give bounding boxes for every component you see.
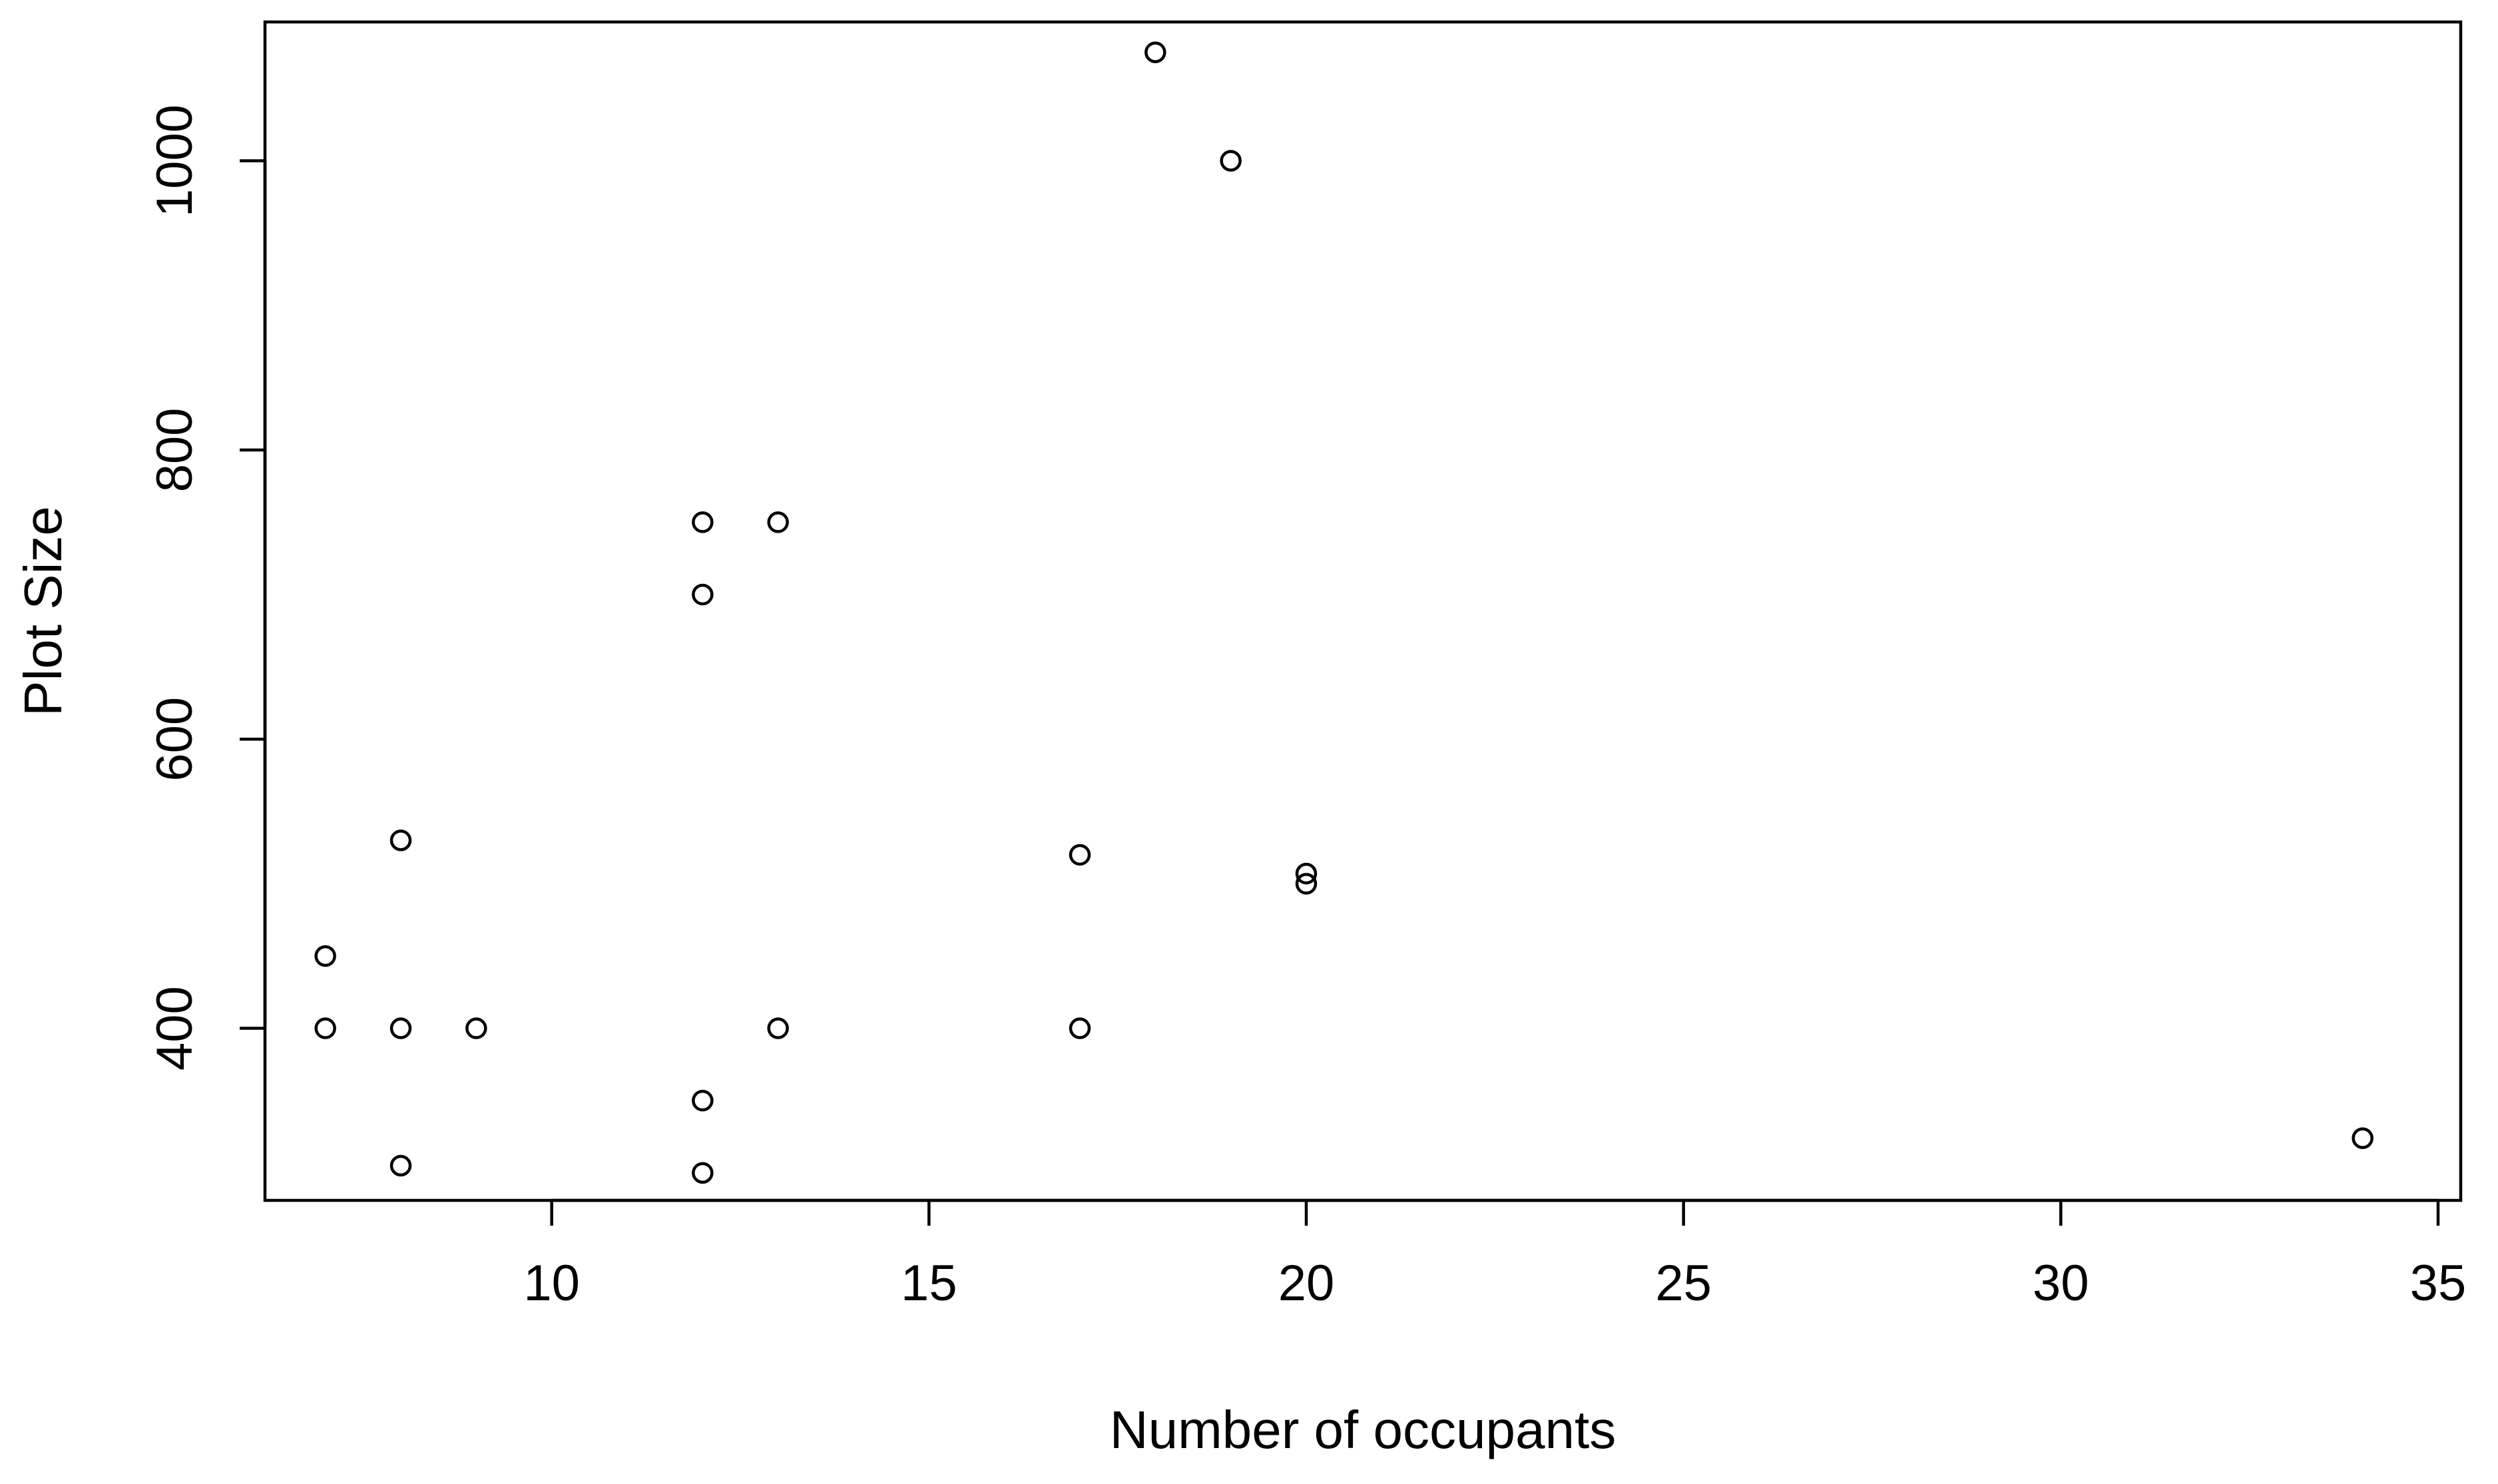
x-axis-title: Number of occupants [1110, 1400, 1616, 1459]
data-point [389, 1017, 412, 1039]
data-point [692, 1162, 714, 1184]
data-point [2352, 1127, 2373, 1149]
data-point [314, 945, 336, 967]
data-point [465, 1017, 487, 1039]
y-tick-label: 400 [146, 986, 203, 1071]
y-axis-title: Plot Size [13, 506, 73, 716]
data-point [767, 511, 789, 533]
x-axis: 10 15 20 25 30 35 [523, 1198, 2467, 1312]
data-point [389, 829, 412, 852]
data-point [692, 1089, 714, 1112]
y-tick-label: 800 [146, 407, 203, 492]
x-tick-label: 35 [2410, 1255, 2467, 1312]
y-axis: 400 600 800 1000 [146, 105, 267, 1071]
data-point [389, 1154, 412, 1177]
data-point [1295, 873, 1318, 895]
data-point [1220, 150, 1242, 172]
data-point [1295, 862, 1318, 885]
data-point [314, 1017, 336, 1039]
x-tick-label: 15 [901, 1255, 957, 1312]
x-tick-label: 30 [2033, 1255, 2089, 1312]
data-point [1069, 844, 1091, 866]
data-points [314, 41, 2373, 1184]
x-tick-label: 25 [1655, 1255, 1712, 1312]
x-tick-label: 10 [523, 1255, 580, 1312]
y-tick-label: 600 [146, 697, 203, 782]
data-point [692, 511, 714, 533]
data-point [692, 583, 714, 606]
data-point [767, 1017, 789, 1039]
data-point [1144, 41, 1166, 63]
y-tick-label: 1000 [146, 105, 203, 217]
x-tick-label: 20 [1278, 1255, 1335, 1312]
data-point [1069, 1017, 1091, 1039]
plot-frame [263, 20, 2463, 1202]
